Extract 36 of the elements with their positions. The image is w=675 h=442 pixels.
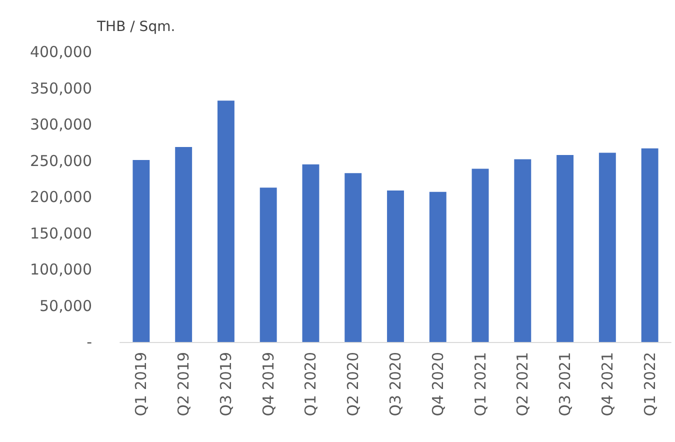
- y-tick-label: 200,000: [30, 188, 92, 206]
- x-tick-label: Q3 2020: [386, 352, 404, 416]
- bar: [302, 164, 320, 342]
- x-tick-label: Q4 2021: [598, 352, 616, 416]
- bar: [175, 146, 192, 342]
- y-tick-label: 300,000: [30, 116, 92, 134]
- bar: [387, 190, 404, 342]
- bar: [641, 148, 658, 342]
- bar: [472, 168, 489, 342]
- bar: [260, 188, 277, 342]
- x-tick-label: Q1 2021: [471, 352, 490, 416]
- x-tick-label: Q2 2020: [344, 352, 362, 416]
- x-tick-label: Q1 2020: [302, 352, 320, 416]
- bar: [344, 173, 362, 342]
- y-tick-label: 100,000: [30, 260, 92, 278]
- x-tick-label: Q1 2019: [132, 352, 150, 416]
- x-tick-label: Q2 2021: [514, 352, 532, 416]
- y-axis-title: THB / Sqm.: [96, 19, 176, 35]
- bar: [598, 152, 616, 342]
- y-tick-label: 250,000: [30, 152, 92, 170]
- y-tick-label: 50,000: [40, 296, 92, 315]
- bar: [514, 159, 532, 342]
- bar: [132, 160, 150, 342]
- x-tick-label: Q1 2022: [640, 352, 659, 416]
- y-tick-label: -: [86, 333, 92, 351]
- x-tick-label: Q3 2021: [556, 352, 574, 416]
- y-tick-label: 150,000: [30, 224, 92, 242]
- bar: [217, 100, 234, 342]
- x-tick-label: Q3 2019: [216, 352, 235, 416]
- bar: [556, 154, 574, 342]
- y-tick-label: 400,000: [30, 43, 92, 61]
- bar: [429, 192, 446, 342]
- x-tick-label: Q2 2019: [174, 352, 193, 416]
- x-tick-label: Q4 2019: [259, 352, 278, 416]
- x-tick-label: Q4 2020: [428, 352, 447, 416]
- y-tick-label: 350,000: [30, 79, 92, 98]
